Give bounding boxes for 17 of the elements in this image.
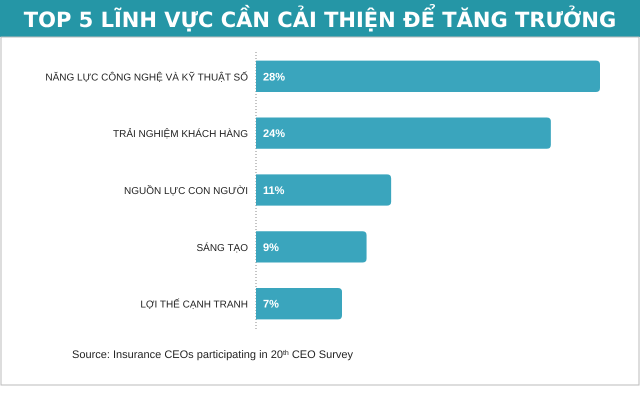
data-label: 24% [263,128,286,140]
bar [256,174,392,206]
bar [256,288,342,320]
data-label: 28% [263,71,286,84]
chart-title: TOP 5 LĨNH VỰC CẦN CẢI THIỆN ĐỂ TĂNG TRƯỞNG [24,4,616,32]
source-note: Source: Insurance CEOs participating in 20$^{th}$ CEO Survey [72,348,354,361]
y-tick-label: LỢI THẾ CẠNH TRANH [140,298,248,311]
y-tick-label: SÁNG TẠO [196,242,248,254]
bar [256,118,551,149]
y-tick-label: TRẢI NGHIỆM KHÁCH HÀNG [112,128,248,140]
data-label: 7% [263,298,280,311]
bar [256,231,367,262]
y-tick-label: NGUỒN LỰC CON NGƯỜI [124,185,248,197]
data-label: 9% [263,242,280,254]
y-tick-label: NĂNG LỰC CÔNG NGHỆ VÀ KỸ THUẬT SỐ [45,71,248,84]
bar [256,60,600,92]
data-label: 11% [263,185,285,197]
